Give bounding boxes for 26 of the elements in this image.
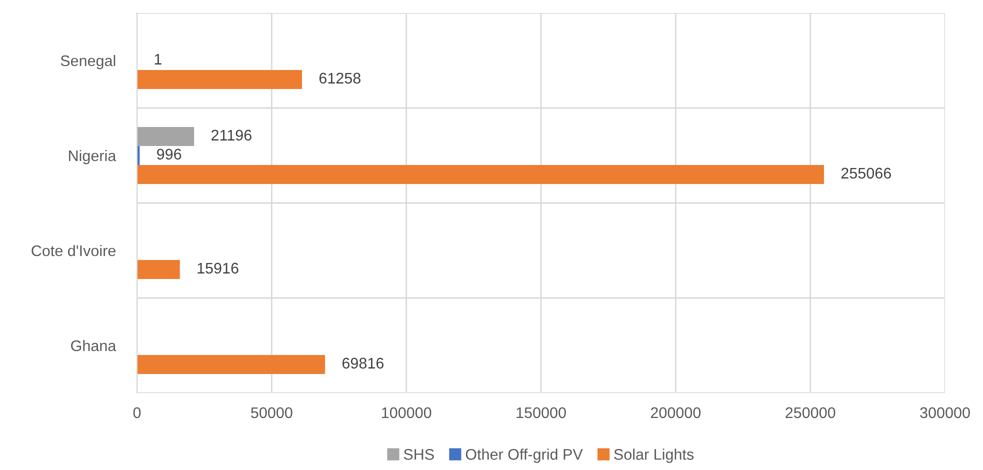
bar bbox=[137, 165, 824, 184]
x-tick-label: 250000 bbox=[786, 407, 836, 418]
legend-label: Other Off-grid PV bbox=[466, 448, 583, 463]
bar bbox=[137, 355, 326, 374]
y-tick-label: Ghana bbox=[71, 340, 116, 352]
y-tick-label: Nigeria bbox=[69, 150, 116, 164]
data-label: 61258 bbox=[319, 72, 360, 84]
data-label: 1 bbox=[154, 54, 162, 64]
x-tick-label: 300000 bbox=[920, 407, 970, 418]
data-label: 15916 bbox=[198, 262, 238, 274]
data-label: 21196 bbox=[212, 130, 252, 141]
y-tick-label: Cote d'Ivoire bbox=[32, 244, 116, 256]
legend-label: SHS bbox=[404, 449, 434, 460]
bar bbox=[137, 70, 302, 89]
data-label: 69816 bbox=[342, 358, 384, 369]
bar bbox=[137, 127, 194, 146]
x-tick-label: 150000 bbox=[516, 407, 566, 418]
x-tick-label: 0 bbox=[133, 407, 141, 418]
bar bbox=[137, 260, 180, 279]
x-tick-label: 200000 bbox=[650, 407, 701, 418]
x-tick-label: 50000 bbox=[251, 407, 292, 418]
y-tick-label: Senegal bbox=[60, 54, 116, 70]
data-label: 996 bbox=[157, 148, 182, 160]
data-label: 255066 bbox=[841, 168, 891, 179]
x-tick-label: 100000 bbox=[382, 407, 432, 418]
legend-label: Solar Lights bbox=[614, 448, 694, 463]
